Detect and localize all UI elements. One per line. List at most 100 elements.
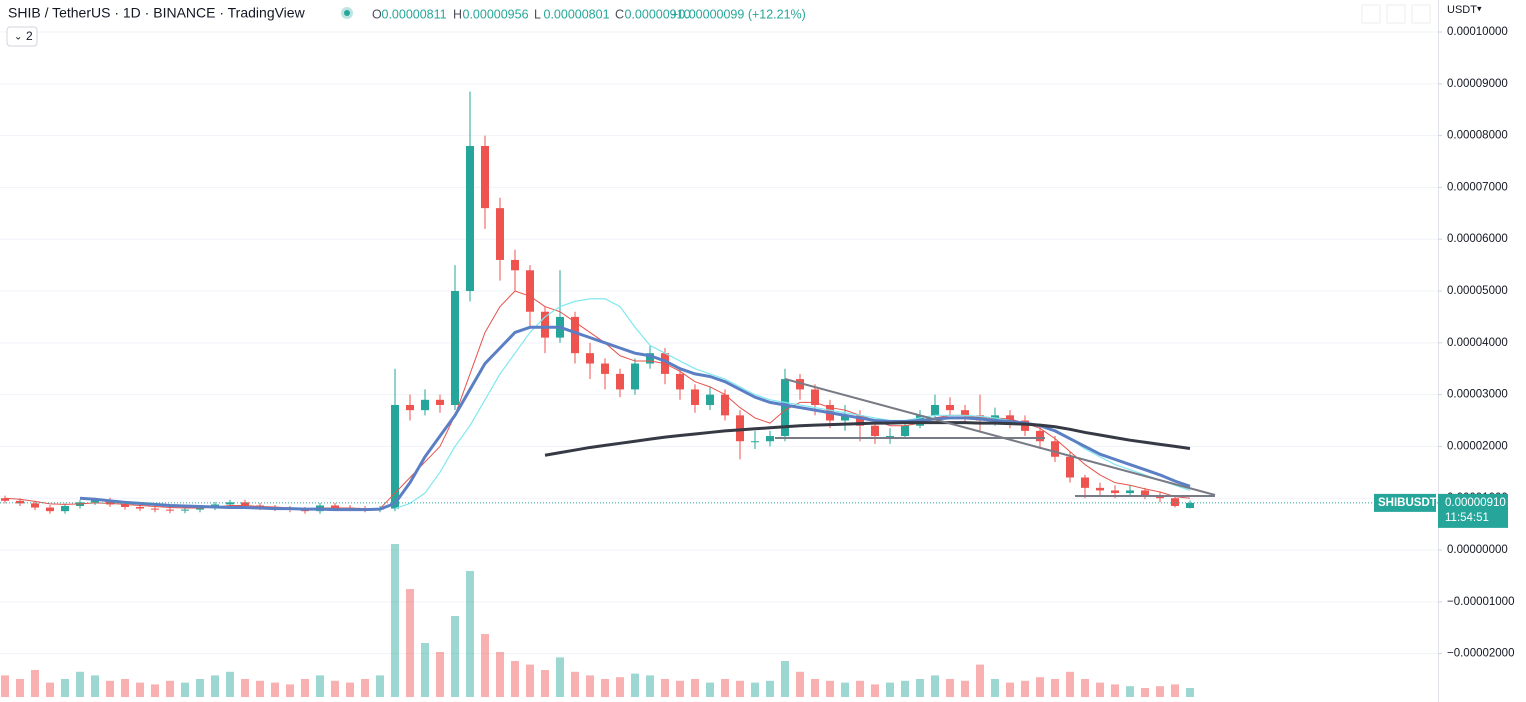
countdown: 11:54:51 xyxy=(1445,512,1489,524)
candle-body xyxy=(1141,490,1149,496)
ohlc-key: O xyxy=(372,7,382,21)
toolbar-button[interactable] xyxy=(1361,4,1381,24)
volume-bar xyxy=(331,680,339,697)
y-tick-label: 0.00007000 xyxy=(1447,181,1508,193)
collapse-button[interactable] xyxy=(6,26,38,47)
volume-bar xyxy=(556,657,564,697)
candle-body xyxy=(841,415,849,421)
volume-bar xyxy=(841,682,849,697)
ticker-box xyxy=(1374,493,1436,512)
candle-body xyxy=(511,259,519,271)
volume-bar xyxy=(211,675,219,697)
volume-bar xyxy=(826,680,834,697)
y-tick-label: 0.00000000 xyxy=(1447,544,1508,556)
candle-body xyxy=(106,500,114,505)
candle-body xyxy=(91,500,99,503)
candle-body xyxy=(766,436,774,442)
candle-body xyxy=(421,399,429,411)
volume-bar xyxy=(541,670,549,697)
candle-body xyxy=(121,504,129,508)
volume-bar xyxy=(916,679,924,697)
candle-body xyxy=(451,291,459,405)
candle-body xyxy=(646,353,654,364)
volume-bar xyxy=(811,679,819,697)
candle-body xyxy=(781,379,789,437)
last-price-label: SHIBUSDT 0.00000910 11:54:51 xyxy=(0,493,1508,528)
ticker-label: SHIBUSDT xyxy=(1378,497,1437,509)
volume-bar xyxy=(271,682,279,697)
volume-bar xyxy=(676,680,684,697)
candle-body xyxy=(946,404,954,411)
candle-body xyxy=(406,404,414,411)
candle-body xyxy=(181,509,189,511)
candle-body xyxy=(436,399,444,405)
volume-bar xyxy=(1186,688,1194,697)
moving-average xyxy=(544,421,1191,457)
volume-bar xyxy=(106,680,114,697)
candle-body xyxy=(751,441,759,443)
candle-body xyxy=(571,316,579,354)
ohlc-value: 0.00000811 xyxy=(382,7,447,21)
candle-body xyxy=(241,502,249,506)
y-tick-label: 0.00005000 xyxy=(1447,285,1508,297)
moving-average xyxy=(79,325,1191,512)
volume-bar xyxy=(406,589,414,697)
volume-bar xyxy=(1096,682,1104,697)
volume-bar xyxy=(61,679,69,697)
grid xyxy=(0,31,1438,655)
currency-label[interactable]: USDT xyxy=(1447,4,1477,16)
volume-bar xyxy=(766,680,774,697)
volume-bar xyxy=(646,675,654,697)
volume-bar xyxy=(931,675,939,697)
candle-body xyxy=(46,507,54,512)
ma-layer xyxy=(4,290,1191,512)
volume-bar xyxy=(736,680,744,697)
candle-body xyxy=(721,394,729,416)
volume-bar xyxy=(361,679,369,697)
badge-count: 2 xyxy=(26,29,33,43)
candle-body xyxy=(676,373,684,390)
volume-bar xyxy=(571,671,579,697)
y-tick-label: −0.00001000 xyxy=(1447,596,1514,608)
volume-bar xyxy=(976,664,984,697)
ohlc-key: H xyxy=(453,7,462,21)
candle-body xyxy=(736,415,744,442)
candle-body xyxy=(1021,420,1029,431)
ohlc-value: 0.00000910 xyxy=(625,7,691,21)
candle-body xyxy=(481,145,489,209)
volume-bar xyxy=(1006,682,1014,697)
candle-body xyxy=(691,389,699,405)
candle-body xyxy=(1171,498,1179,506)
volume-bar xyxy=(181,682,189,697)
toolbar-button[interactable] xyxy=(1411,4,1431,24)
ohlc-value: 0.00000956 xyxy=(463,7,529,21)
volume-bar xyxy=(1036,677,1044,697)
volume-bar xyxy=(721,679,729,697)
candle-body xyxy=(586,353,594,364)
currency-chevron[interactable]: ▾ xyxy=(1477,3,1482,13)
volume-bar xyxy=(751,682,759,697)
candle-body xyxy=(466,145,474,292)
volume-bar xyxy=(901,680,909,697)
badge-chevron: ⌄ xyxy=(14,32,22,43)
volume-bar xyxy=(1,675,9,697)
volume-bar xyxy=(1081,679,1089,697)
volume-bar xyxy=(526,664,534,697)
candle-body xyxy=(631,363,639,390)
ohlc-key: L xyxy=(534,7,541,21)
volume-bar xyxy=(451,616,459,697)
volume-bar xyxy=(166,680,174,697)
volume-bar xyxy=(121,679,129,697)
volume-bar xyxy=(481,634,489,697)
candle-body xyxy=(616,373,624,390)
volume-bar xyxy=(871,684,879,697)
volume-bar xyxy=(316,675,324,697)
volume-bar xyxy=(91,675,99,697)
toolbar-button[interactable] xyxy=(1386,4,1406,24)
volume-bar xyxy=(346,682,354,697)
candle-body xyxy=(811,389,819,405)
candle-body xyxy=(31,503,39,508)
volume-bar xyxy=(1066,671,1074,697)
volume-bar xyxy=(1111,684,1119,697)
